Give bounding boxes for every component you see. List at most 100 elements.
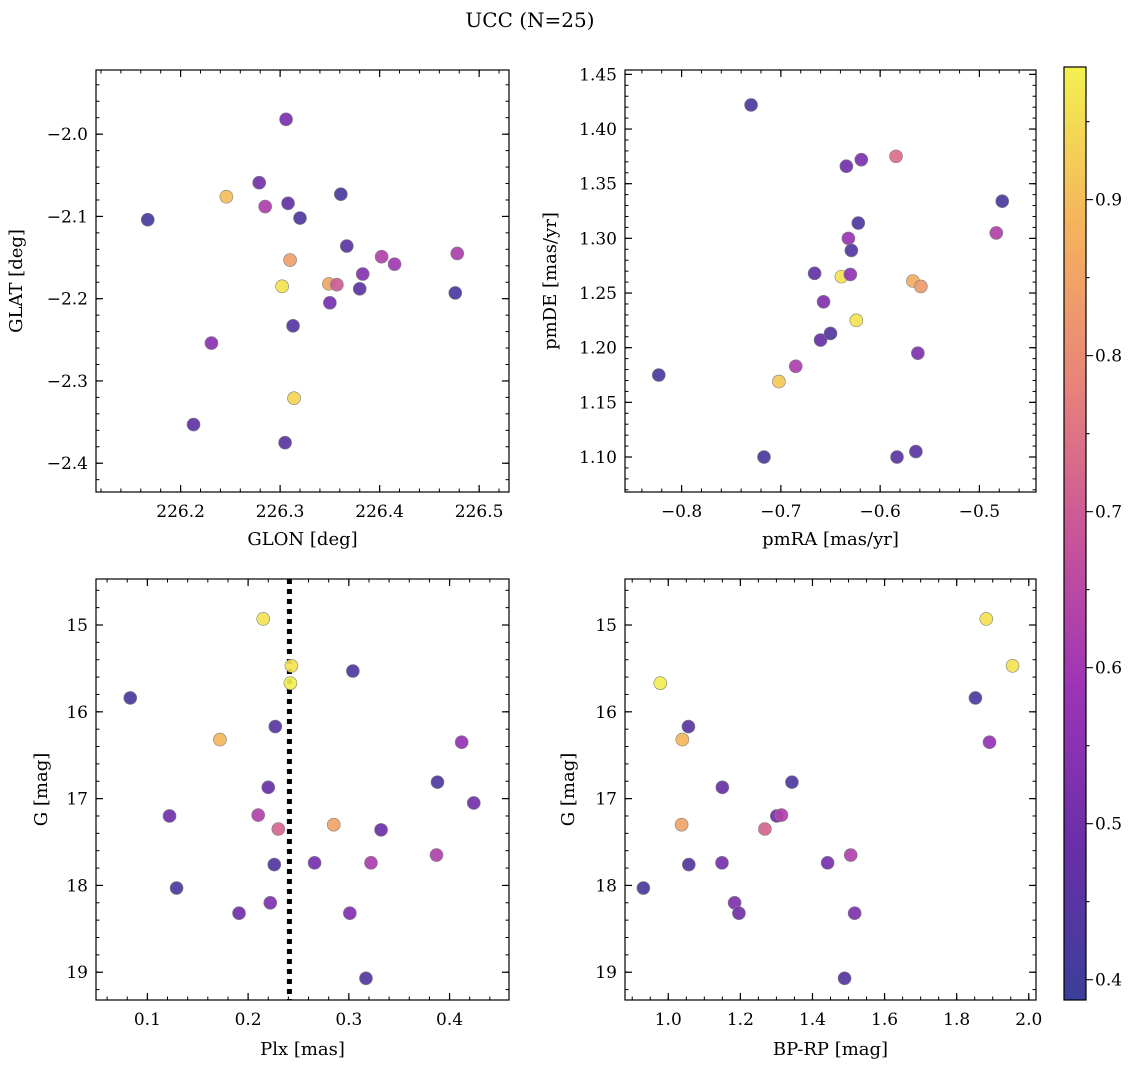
scatter-point (681, 719, 696, 734)
y-tick-label: 1.25 (579, 284, 617, 304)
scatter-point (286, 319, 300, 333)
scatter-point (339, 239, 354, 253)
scatter-point (448, 286, 463, 300)
x-tick-label: 1.2 (727, 1010, 754, 1030)
scatter-point (757, 450, 771, 464)
y-axis-label: GLAT [deg] (6, 229, 27, 333)
scatter-point (843, 848, 858, 862)
scatter-point (279, 112, 293, 127)
scatter-point (841, 231, 856, 246)
y-tick-label: −2.2 (47, 290, 88, 310)
scatter-point (275, 279, 289, 294)
x-axis-label: Plx [mas] (260, 1039, 345, 1060)
x-tick-label: −0.5 (959, 502, 1000, 522)
y-tick-label: −2.1 (47, 207, 88, 227)
x-tick-label: 0.2 (235, 1010, 262, 1030)
scatter-point (140, 212, 155, 227)
scatter-point (968, 691, 983, 705)
scatter-point (263, 895, 278, 910)
scatter-point (268, 719, 283, 734)
x-axis-label: GLON [deg] (247, 529, 357, 550)
scatter-point (359, 971, 373, 986)
scatter-point (772, 374, 786, 389)
x-tick-label: 1.4 (799, 1010, 826, 1030)
scatter-point (651, 368, 666, 382)
x-tick-label: 1.8 (943, 1010, 970, 1030)
scatter-point (785, 775, 799, 789)
y-tick-label: −2.3 (47, 372, 88, 392)
scatter-point (744, 98, 758, 112)
colorbar-tick-label: 0.6 (1095, 659, 1122, 679)
y-tick-label: 1.35 (579, 175, 617, 195)
scatter-point (267, 857, 282, 872)
y-tick-label: 1.20 (579, 339, 617, 359)
scatter-point (1005, 659, 1020, 673)
scatter-point (774, 808, 789, 822)
scatter-point (674, 817, 689, 832)
scatter-point (682, 857, 696, 872)
axes-frame (95, 578, 510, 1001)
scatter-point (890, 450, 904, 464)
scatter-point (995, 194, 1010, 208)
scatter-point (854, 152, 869, 167)
colorbar-tick-label: 0.9 (1095, 191, 1122, 211)
scatter-point (252, 175, 267, 190)
scatter-point (715, 780, 730, 795)
y-tick-label: −2.4 (47, 454, 88, 474)
scatter-point (334, 187, 348, 202)
scatter-point (287, 391, 301, 406)
scatter-point (911, 346, 925, 360)
scatter-point (355, 267, 370, 281)
y-tick-label: 19 (595, 963, 617, 983)
scatter-panels: 226.2 226.3 226.4 226.5 −2.4 −2.3 −2.2 −2.1 −2.0… (6, 65, 1042, 1060)
x-tick-label: 1.0 (655, 1010, 682, 1030)
figure-title: UCC (N=25) (465, 8, 594, 32)
scatter-point (816, 294, 831, 309)
y-tick-label: 16 (595, 703, 617, 723)
scatter-point (283, 253, 297, 267)
scatter-point (364, 856, 378, 870)
y-tick-label: 19 (66, 963, 88, 983)
y-tick-label: 17 (595, 790, 617, 810)
x-tick-label: −0.8 (661, 502, 702, 522)
x-axis-label: pmRA [mas/yr] (762, 529, 899, 550)
scatter-point (889, 149, 903, 164)
scatter-point (813, 333, 828, 347)
scatter-point (261, 780, 276, 795)
scatter-point (283, 676, 298, 690)
x-tick-label: 1.6 (871, 1010, 898, 1030)
scatter-panel-3: 0.1 0.2 0.3 0.4 15 16 17 18 19 Plx [mas] G [mag] (31, 578, 510, 1060)
scatter-point (758, 822, 772, 836)
y-tick-label: −2.0 (47, 125, 88, 145)
scatter-point (989, 226, 1004, 240)
y-tick-label: 17 (66, 790, 88, 810)
scatter-point (271, 822, 286, 836)
x-tick-label: 226.4 (355, 502, 404, 522)
x-tick-label: −0.6 (859, 502, 900, 522)
scatter-point (352, 282, 367, 296)
scatter-point (251, 808, 265, 822)
scatter-point (330, 277, 344, 292)
x-tick-label: 0.4 (436, 1010, 463, 1030)
scatter-point (675, 732, 690, 747)
scatter-point (213, 732, 227, 747)
scatter-point (843, 267, 858, 282)
scatter-point (715, 856, 729, 870)
scatter-point (844, 243, 859, 258)
x-tick-label: −0.7 (760, 502, 801, 522)
scatter-point (636, 881, 651, 895)
scatter-point (851, 216, 866, 230)
scatter-point (219, 189, 234, 204)
y-axis-label: G [mag] (558, 753, 579, 826)
scatter-point (343, 906, 357, 920)
scatter-point (169, 881, 184, 895)
scatter-point (653, 676, 668, 690)
scatter-point (284, 659, 299, 673)
scatter-point (256, 612, 271, 626)
scatter-panel-1: 226.2 226.3 226.4 226.5 −2.4 −2.3 −2.2 −2.1 −2.0… (6, 69, 510, 550)
y-tick-label: 1.45 (579, 65, 617, 85)
x-axis-label: BP-RP [mag] (773, 1039, 888, 1060)
scatter-point (982, 735, 997, 749)
scatter-point (807, 266, 822, 281)
scatter-point (979, 612, 994, 626)
